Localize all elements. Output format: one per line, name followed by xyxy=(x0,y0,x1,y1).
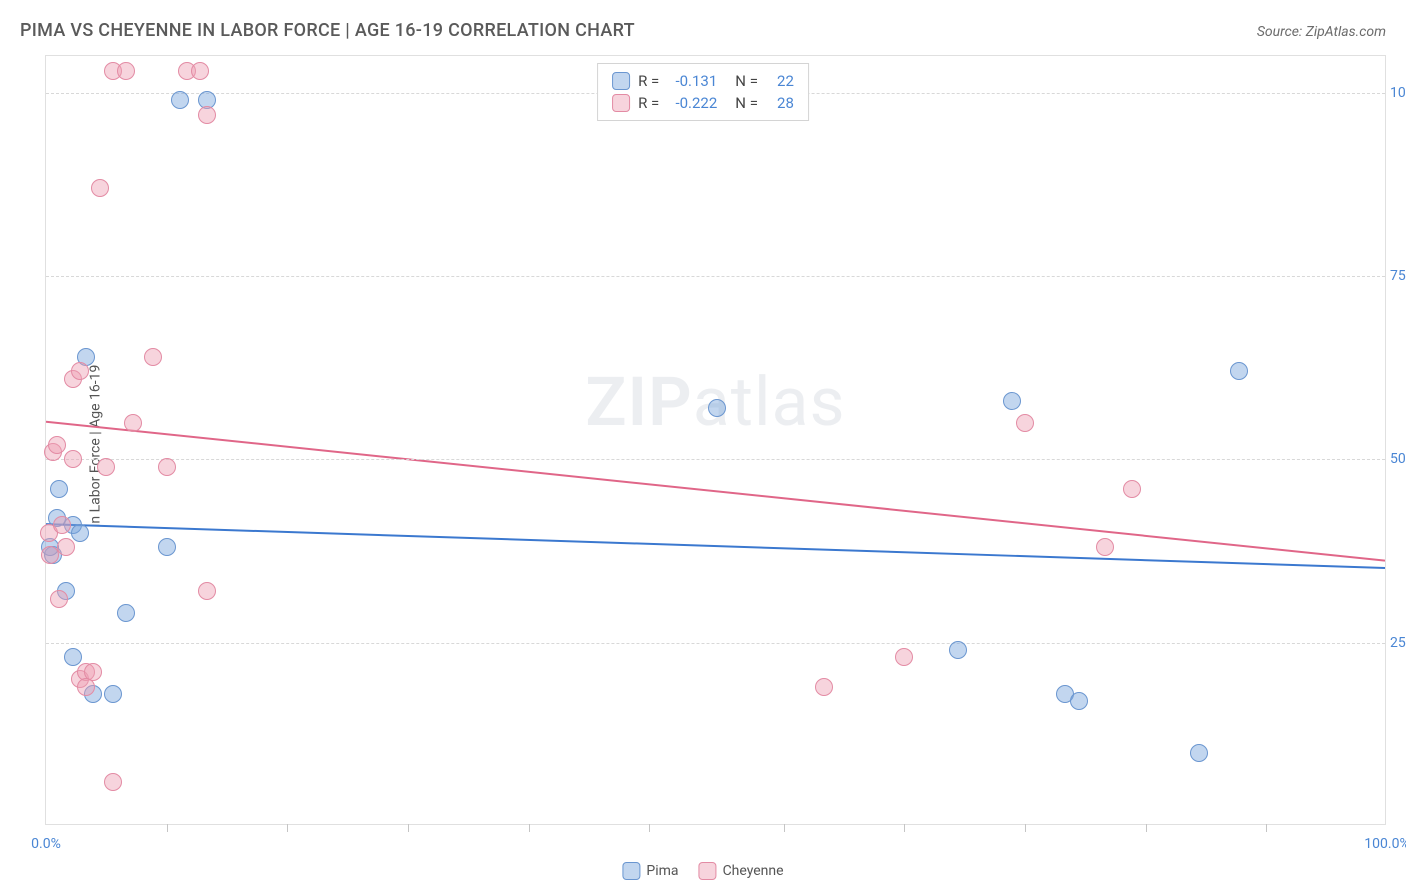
scatter-point xyxy=(198,582,216,600)
y-tick-label: 100.0% xyxy=(1390,85,1406,101)
r-label: R = xyxy=(638,94,659,112)
chart-title: PIMA VS CHEYENNE IN LABOR FORCE | AGE 16… xyxy=(20,20,635,41)
x-tick xyxy=(529,824,530,832)
r-value: -0.222 xyxy=(667,94,717,112)
r-value: -0.131 xyxy=(667,72,717,90)
scatter-point xyxy=(1190,744,1208,762)
n-label: N = xyxy=(735,94,758,112)
legend-item: Cheyenne xyxy=(699,862,784,880)
scatter-point xyxy=(708,399,726,417)
scatter-point xyxy=(91,179,109,197)
x-tick xyxy=(1146,824,1147,832)
legend-item: Pima xyxy=(622,862,678,880)
y-gridline xyxy=(46,276,1385,277)
y-tick-label: 25.0% xyxy=(1390,635,1406,651)
scatter-point xyxy=(104,685,122,703)
x-tick xyxy=(784,824,785,832)
scatter-point xyxy=(158,538,176,556)
scatter-point xyxy=(77,678,95,696)
x-tick xyxy=(408,824,409,832)
legend-swatch xyxy=(699,862,717,880)
x-tick-label: 100.0% xyxy=(1364,836,1406,852)
plot-area: ZIPatlas 25.0%50.0%75.0%100.0%0.0%100.0% xyxy=(45,55,1386,825)
chart-header: PIMA VS CHEYENNE IN LABOR FORCE | AGE 16… xyxy=(20,20,1386,41)
legend-swatch xyxy=(612,72,630,90)
scatter-point xyxy=(815,678,833,696)
y-tick-label: 75.0% xyxy=(1390,268,1406,284)
legend-swatch xyxy=(622,862,640,880)
y-gridline xyxy=(46,459,1385,460)
scatter-point xyxy=(71,524,89,542)
r-label: R = xyxy=(638,72,659,90)
x-tick xyxy=(904,824,905,832)
n-value: 22 xyxy=(766,72,794,90)
scatter-point xyxy=(53,516,71,534)
correlation-legend-row: R = -0.131 N = 22 xyxy=(612,70,794,92)
trend-lines xyxy=(46,56,1385,824)
scatter-point xyxy=(50,590,68,608)
scatter-point xyxy=(158,458,176,476)
scatter-point xyxy=(117,604,135,622)
series-legend: Pima Cheyenne xyxy=(622,862,783,880)
scatter-point xyxy=(1003,392,1021,410)
scatter-point xyxy=(1070,692,1088,710)
x-tick-label: 0.0% xyxy=(31,836,61,852)
scatter-point xyxy=(57,538,75,556)
scatter-point xyxy=(50,480,68,498)
scatter-point xyxy=(71,362,89,380)
y-tick-label: 50.0% xyxy=(1390,451,1406,467)
x-tick xyxy=(1025,824,1026,832)
scatter-point xyxy=(1016,414,1034,432)
scatter-point xyxy=(198,106,216,124)
scatter-point xyxy=(64,450,82,468)
scatter-point xyxy=(144,348,162,366)
x-tick xyxy=(167,824,168,832)
correlation-legend: R = -0.131 N = 22 R = -0.222 N = 28 xyxy=(597,63,809,121)
n-value: 28 xyxy=(766,94,794,112)
scatter-point xyxy=(191,62,209,80)
x-tick xyxy=(649,824,650,832)
scatter-point xyxy=(1123,480,1141,498)
scatter-point xyxy=(949,641,967,659)
scatter-point xyxy=(124,414,142,432)
n-label: N = xyxy=(735,72,758,90)
scatter-point xyxy=(117,62,135,80)
y-gridline xyxy=(46,643,1385,644)
x-tick xyxy=(287,824,288,832)
scatter-point xyxy=(1230,362,1248,380)
scatter-point xyxy=(171,91,189,109)
scatter-point xyxy=(48,436,66,454)
scatter-point xyxy=(64,648,82,666)
scatter-point xyxy=(1096,538,1114,556)
scatter-point xyxy=(104,773,122,791)
legend-label: Pima xyxy=(646,863,678,879)
legend-swatch xyxy=(612,94,630,112)
chart-source: Source: ZipAtlas.com xyxy=(1257,24,1386,40)
scatter-point xyxy=(895,648,913,666)
correlation-legend-row: R = -0.222 N = 28 xyxy=(612,92,794,114)
legend-label: Cheyenne xyxy=(723,863,784,879)
x-tick xyxy=(1266,824,1267,832)
scatter-point xyxy=(97,458,115,476)
